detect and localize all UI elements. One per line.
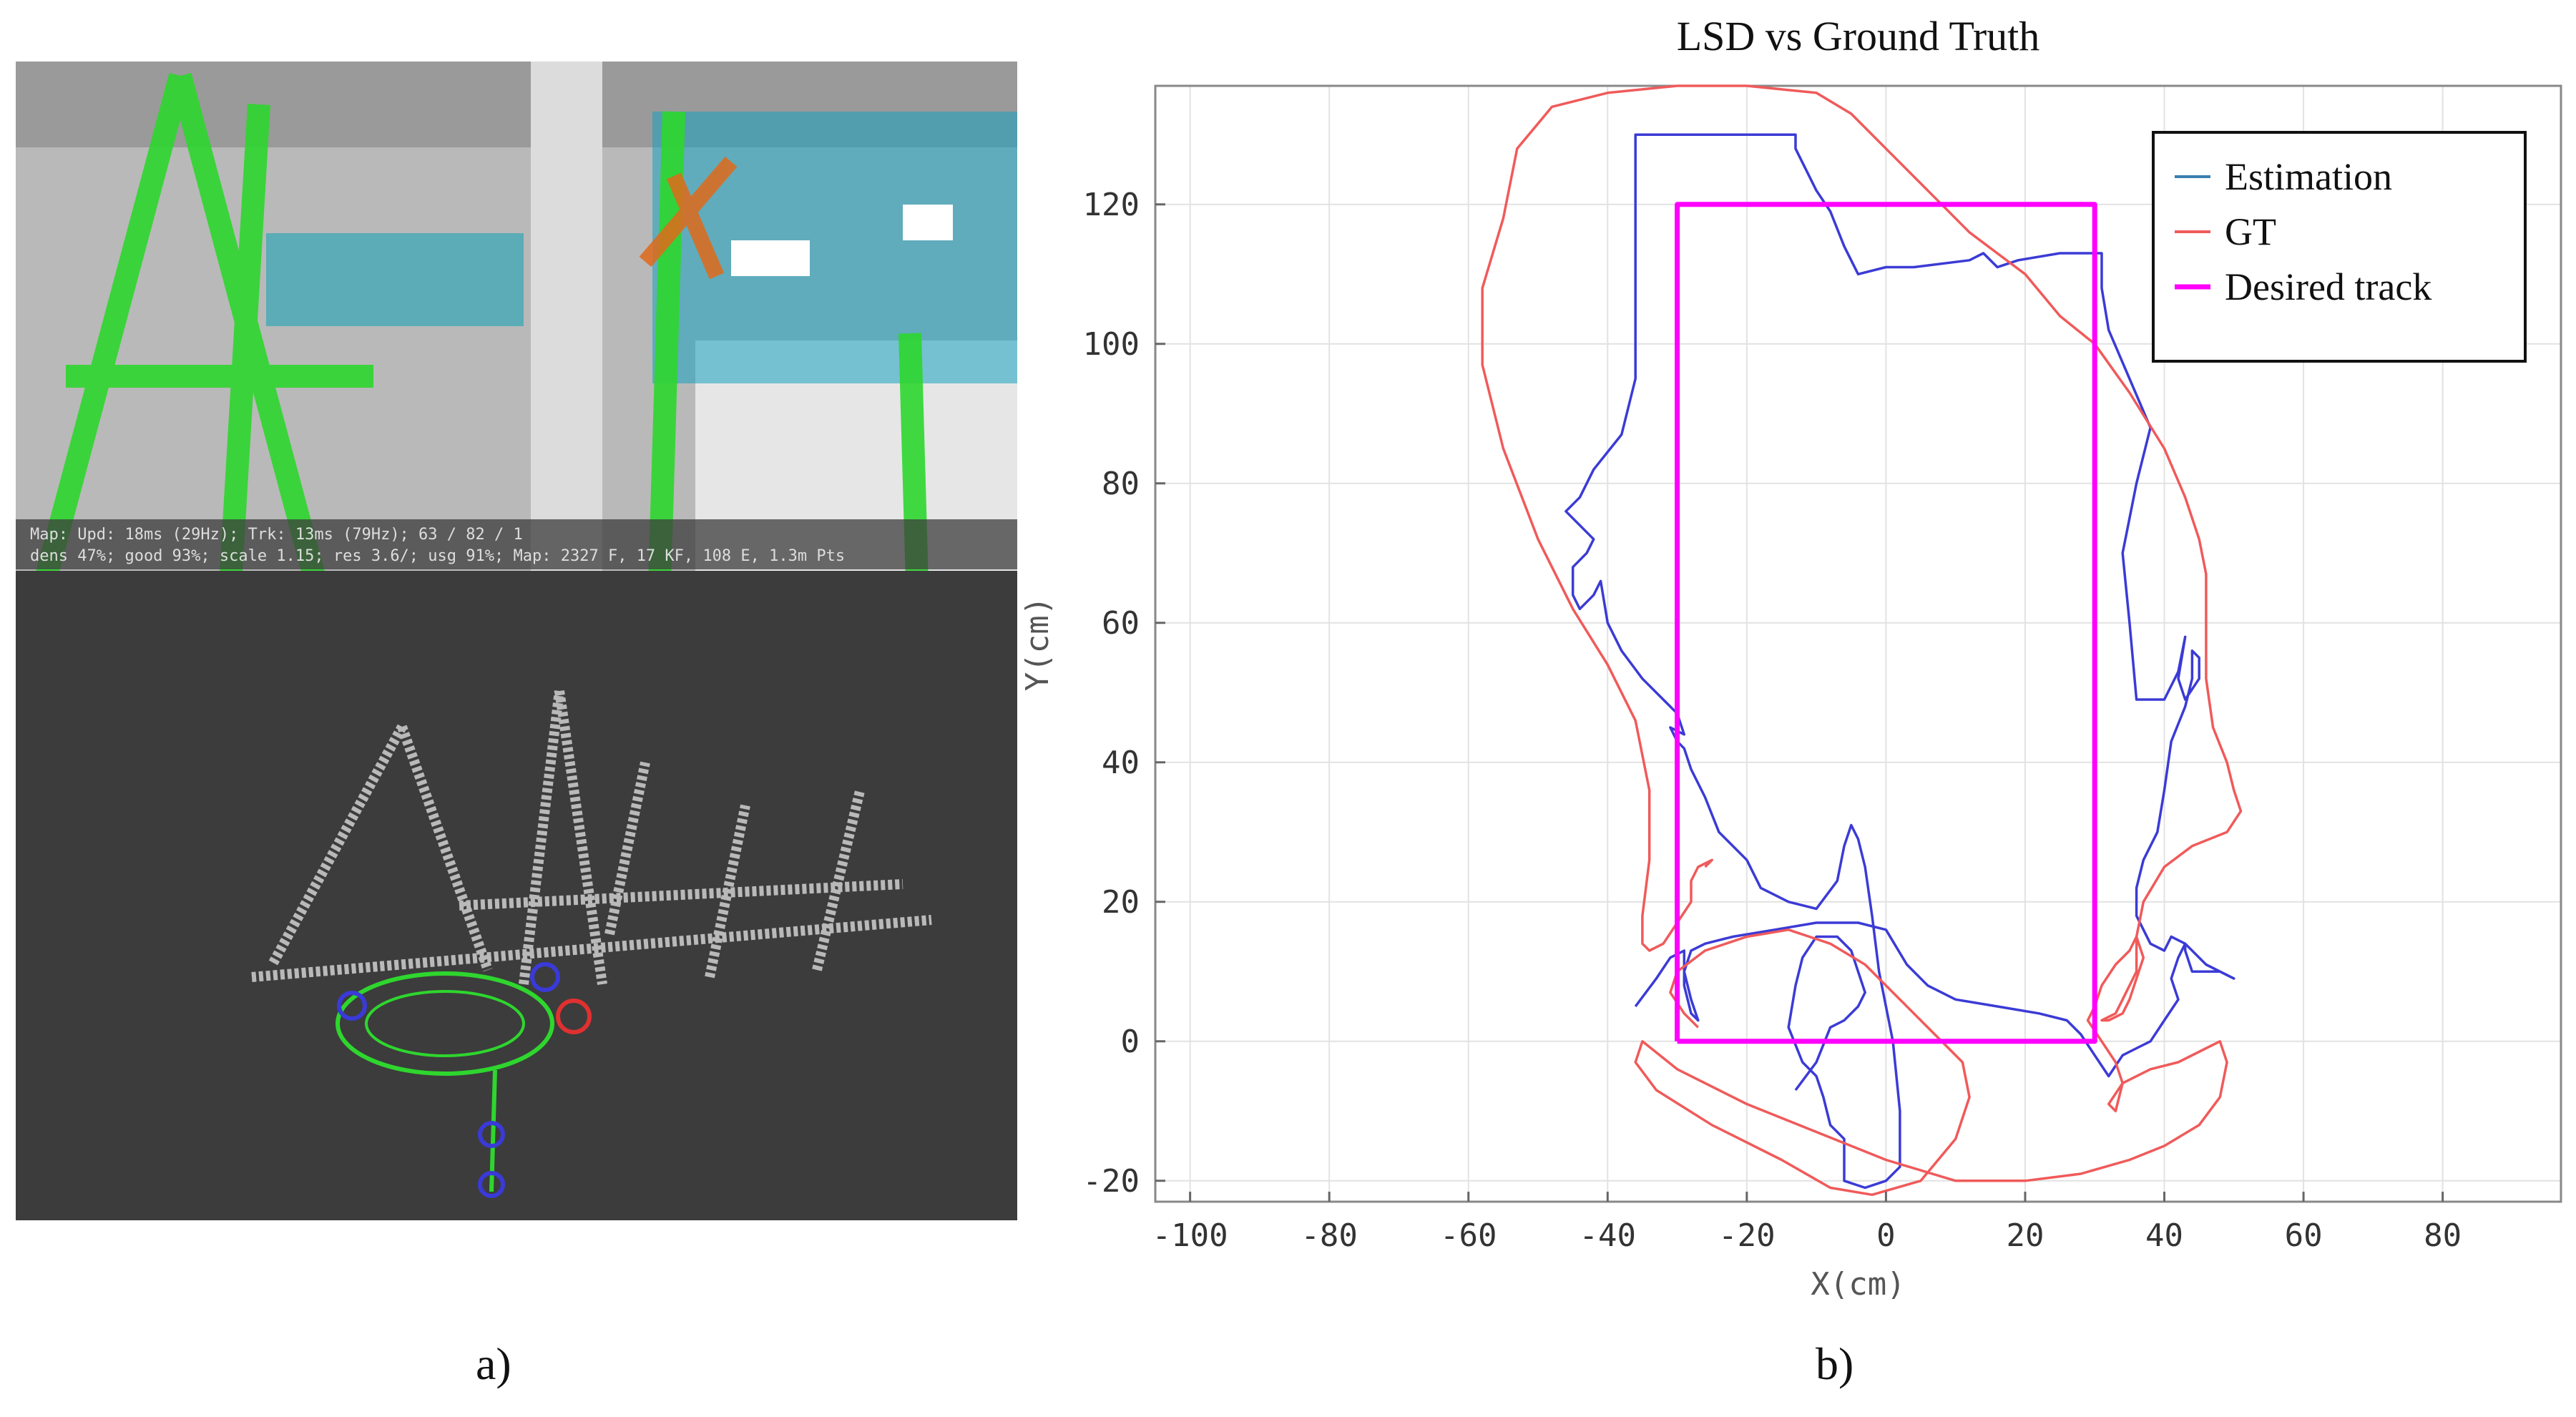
grid — [1155, 86, 2561, 1202]
camera-view: Map: Upd: 18ms (29Hz); Trk: 13ms (79Hz);… — [16, 62, 1017, 587]
x-tick-label: -60 — [1440, 1217, 1497, 1254]
x-tick-label: -20 — [1718, 1217, 1775, 1254]
y-axis-label: Y(cm) — [1019, 597, 1056, 691]
x-tick-label: 20 — [2006, 1217, 2044, 1254]
y-tick-label: -20 — [1083, 1163, 1140, 1200]
x-tick-label: 60 — [2285, 1217, 2323, 1254]
x-tick-label: 40 — [2145, 1217, 2183, 1254]
series-layer — [1481, 84, 2243, 1197]
x-tick-label: 80 — [2424, 1217, 2462, 1254]
plot-frame — [1154, 84, 2562, 1203]
x-tick-label: -40 — [1580, 1217, 1636, 1254]
chart-title: LSD vs Ground Truth — [1677, 13, 2040, 59]
legend-items: Estimation GT Desired track — [2175, 155, 2431, 308]
legend-box — [2152, 131, 2527, 363]
series-estimation — [1564, 133, 2235, 1190]
series-gt — [1481, 84, 2243, 1197]
status-line-2: dens 47%; good 93%; scale 1.15; res 3.6/… — [30, 547, 845, 565]
x-tick-label: -80 — [1301, 1217, 1357, 1254]
legend-label: Estimation — [2225, 155, 2392, 198]
caption-b: b) — [1816, 1338, 1854, 1389]
y-tick-label: 0 — [1121, 1024, 1140, 1060]
slam-screenshots-panel: Map: Upd: 18ms (29Hz); Trk: 13ms (79Hz);… — [16, 62, 1017, 1220]
legend-label: GT — [2225, 210, 2276, 253]
y-tick-label: 120 — [1083, 187, 1140, 223]
caption-a: a) — [476, 1338, 511, 1389]
x-tick-label: 0 — [1876, 1217, 1896, 1254]
legend: Estimation GT Desired track — [2152, 131, 2527, 363]
legend-label: Desired track — [2225, 265, 2431, 308]
status-line-1: Map: Upd: 18ms (29Hz); Trk: 13ms (79Hz);… — [30, 526, 523, 544]
y-tick-label: 40 — [1102, 745, 1140, 781]
series-desired-track — [1675, 202, 2097, 1044]
point-cloud-view — [16, 571, 1017, 1220]
x-axis-label: X(cm) — [1811, 1266, 1905, 1303]
y-tick-label: 20 — [1102, 884, 1140, 921]
x-tick-label: -100 — [1152, 1217, 1228, 1254]
y-tick-label: 80 — [1102, 466, 1140, 502]
x-ticks: -100 -80 -60 -40 -20 0 20 40 60 80 — [1152, 1192, 2462, 1254]
y-tick-label: 60 — [1102, 605, 1140, 642]
y-tick-label: 100 — [1083, 326, 1140, 363]
y-ticks: -20 0 20 40 60 80 100 120 — [1083, 187, 1165, 1200]
